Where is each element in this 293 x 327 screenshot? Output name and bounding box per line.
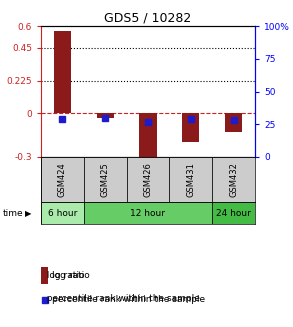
- Bar: [84, 157, 127, 202]
- Bar: [41, 157, 84, 202]
- Text: GSM432: GSM432: [229, 162, 238, 197]
- Text: 6 hour: 6 hour: [48, 209, 77, 218]
- Bar: [97, 113, 114, 118]
- Text: GSM424: GSM424: [58, 162, 67, 197]
- Bar: [41, 202, 84, 224]
- Text: log ratio: log ratio: [41, 271, 84, 281]
- Bar: [139, 113, 156, 160]
- Text: percentile rank within the sample: percentile rank within the sample: [41, 294, 200, 303]
- Bar: [225, 113, 242, 132]
- Bar: [127, 157, 169, 202]
- Text: 12 hour: 12 hour: [130, 209, 166, 218]
- Text: 24 hour: 24 hour: [216, 209, 251, 218]
- Bar: [212, 157, 255, 202]
- Text: ▶: ▶: [25, 209, 31, 218]
- Bar: [212, 202, 255, 224]
- Text: GSM431: GSM431: [186, 162, 195, 197]
- Bar: [169, 157, 212, 202]
- Bar: [41, 267, 48, 284]
- Title: GDS5 / 10282: GDS5 / 10282: [104, 12, 192, 25]
- Text: percentile rank within the sample: percentile rank within the sample: [52, 295, 205, 304]
- Text: GSM426: GSM426: [144, 162, 152, 197]
- Bar: [54, 30, 71, 113]
- Bar: [84, 202, 212, 224]
- Text: GSM425: GSM425: [101, 162, 110, 197]
- Bar: [182, 113, 199, 143]
- Text: log ratio: log ratio: [52, 271, 90, 280]
- Text: time: time: [3, 209, 23, 218]
